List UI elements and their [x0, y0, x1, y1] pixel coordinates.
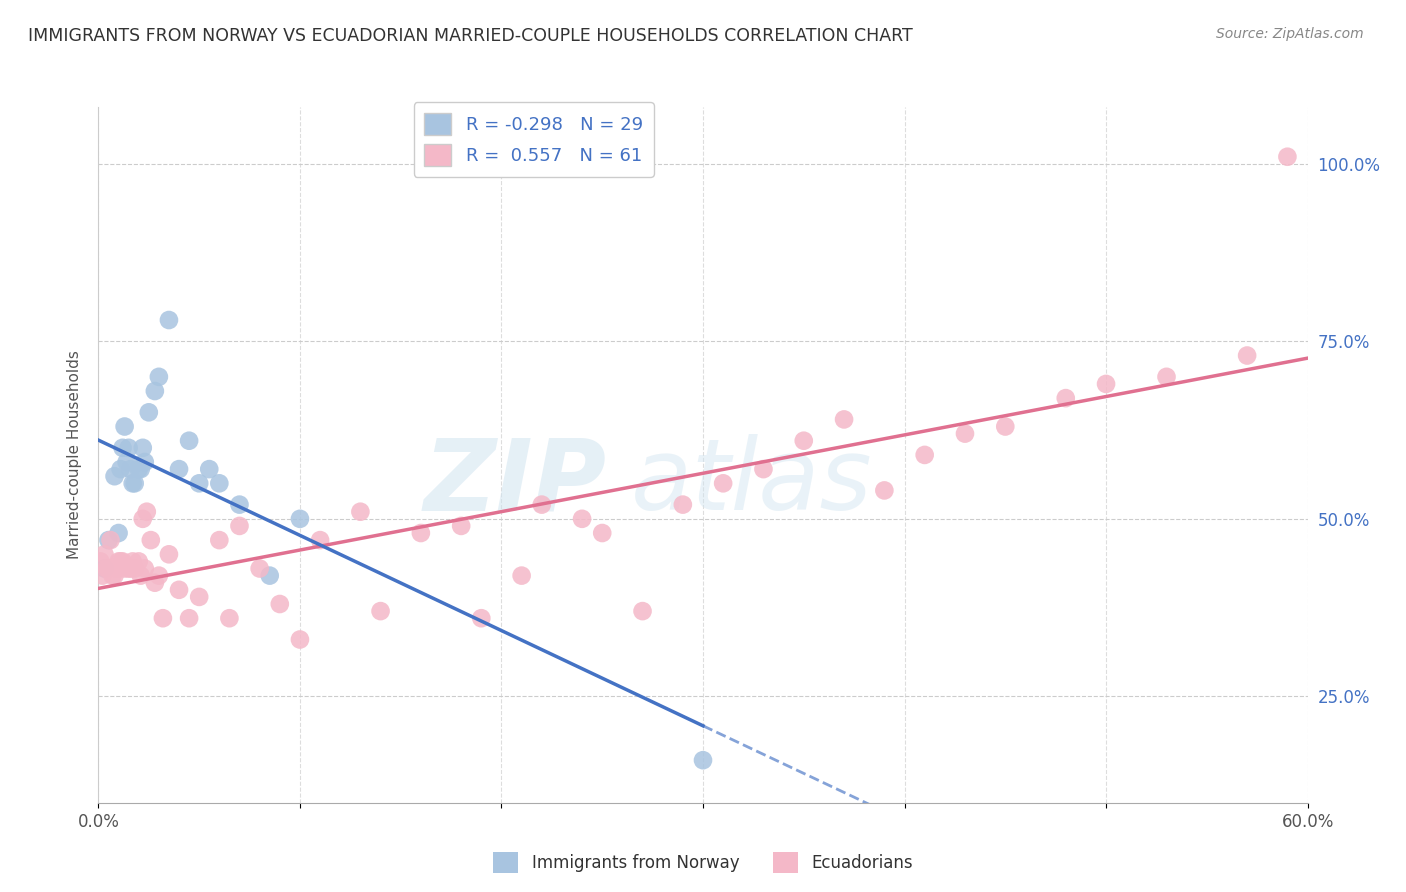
- Point: [114, 561, 136, 575]
- Point: [157, 313, 180, 327]
- Point: [752, 462, 775, 476]
- Point: [89, 554, 111, 568]
- Point: [132, 512, 155, 526]
- Y-axis label: Married-couple Households: Married-couple Households: [67, 351, 83, 559]
- Text: atlas: atlas: [630, 434, 872, 532]
- Legend: Immigrants from Norway, Ecuadorians: Immigrants from Norway, Ecuadorians: [486, 846, 920, 880]
- Point: [914, 448, 936, 462]
- Point: [249, 561, 271, 575]
- Point: [139, 533, 162, 548]
- Point: [111, 441, 134, 455]
- Point: [128, 554, 150, 568]
- Point: [105, 561, 128, 575]
- Point: [97, 533, 120, 548]
- Point: [100, 533, 122, 548]
- Point: [135, 505, 157, 519]
- Point: [309, 533, 332, 548]
- Point: [103, 568, 125, 582]
- Point: [120, 561, 142, 575]
- Point: [115, 455, 138, 469]
- Point: [188, 476, 211, 491]
- Point: [370, 604, 392, 618]
- Point: [148, 568, 170, 582]
- Point: [1236, 349, 1258, 363]
- Legend: R = -0.298   N = 29, R =  0.557   N = 61: R = -0.298 N = 29, R = 0.557 N = 61: [413, 103, 654, 177]
- Point: [259, 568, 281, 582]
- Point: [118, 561, 141, 575]
- Point: [129, 462, 152, 476]
- Point: [208, 476, 231, 491]
- Point: [349, 505, 371, 519]
- Point: [132, 441, 155, 455]
- Point: [218, 611, 240, 625]
- Point: [470, 611, 492, 625]
- Point: [793, 434, 815, 448]
- Point: [188, 590, 211, 604]
- Point: [167, 462, 190, 476]
- Point: [124, 561, 146, 575]
- Point: [530, 498, 553, 512]
- Point: [97, 561, 120, 575]
- Point: [148, 369, 170, 384]
- Point: [120, 462, 142, 476]
- Text: IMMIGRANTS FROM NORWAY VS ECUADORIAN MARRIED-COUPLE HOUSEHOLDS CORRELATION CHART: IMMIGRANTS FROM NORWAY VS ECUADORIAN MAR…: [28, 27, 912, 45]
- Point: [591, 526, 613, 541]
- Point: [121, 554, 143, 568]
- Point: [118, 441, 141, 455]
- Point: [134, 455, 156, 469]
- Point: [143, 575, 166, 590]
- Text: Source: ZipAtlas.com: Source: ZipAtlas.com: [1216, 27, 1364, 41]
- Point: [692, 753, 714, 767]
- Text: ZIP: ZIP: [423, 434, 606, 532]
- Point: [832, 412, 855, 426]
- Point: [179, 434, 201, 448]
- Point: [179, 611, 201, 625]
- Point: [228, 519, 250, 533]
- Point: [96, 561, 118, 575]
- Point: [93, 547, 115, 561]
- Point: [208, 533, 231, 548]
- Point: [121, 476, 143, 491]
- Point: [672, 498, 695, 512]
- Point: [228, 498, 250, 512]
- Point: [138, 405, 160, 419]
- Point: [93, 561, 115, 575]
- Point: [571, 512, 593, 526]
- Point: [143, 384, 166, 398]
- Point: [409, 526, 432, 541]
- Point: [134, 561, 156, 575]
- Point: [114, 419, 136, 434]
- Point: [124, 476, 146, 491]
- Point: [288, 632, 311, 647]
- Point: [107, 554, 129, 568]
- Point: [198, 462, 221, 476]
- Point: [631, 604, 654, 618]
- Point: [157, 547, 180, 561]
- Point: [1095, 376, 1118, 391]
- Point: [1156, 369, 1178, 384]
- Point: [288, 512, 311, 526]
- Point: [953, 426, 976, 441]
- Point: [152, 611, 174, 625]
- Point: [111, 554, 134, 568]
- Point: [269, 597, 291, 611]
- Point: [873, 483, 896, 498]
- Point: [1277, 150, 1299, 164]
- Point: [110, 554, 132, 568]
- Point: [101, 568, 124, 582]
- Point: [1054, 391, 1077, 405]
- Point: [129, 568, 152, 582]
- Point: [110, 462, 132, 476]
- Point: [510, 568, 533, 582]
- Point: [994, 419, 1017, 434]
- Point: [711, 476, 734, 491]
- Point: [128, 462, 150, 476]
- Point: [167, 582, 190, 597]
- Point: [91, 568, 114, 582]
- Point: [450, 519, 472, 533]
- Point: [107, 526, 129, 541]
- Point: [103, 469, 125, 483]
